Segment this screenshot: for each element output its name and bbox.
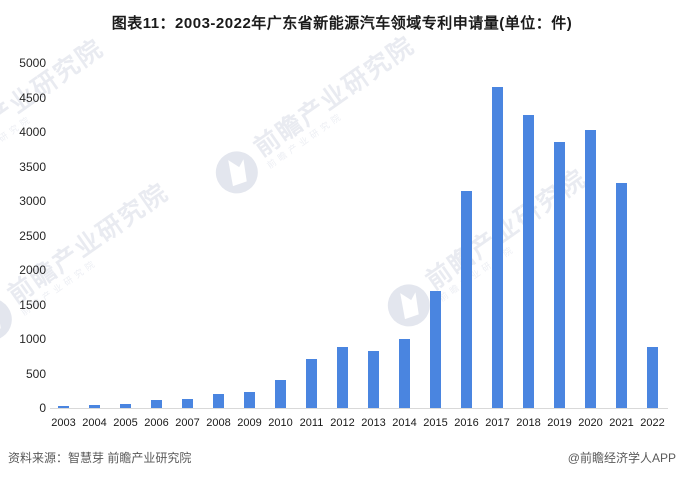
- x-tick-label-2017: 2017: [485, 417, 510, 429]
- x-tick-label-2021: 2021: [609, 417, 634, 429]
- bar-2009: [244, 392, 255, 408]
- x-tick-label-2003: 2003: [51, 417, 76, 429]
- x-tick-label-2015: 2015: [423, 417, 448, 429]
- y-tick-label-3500: 3500: [19, 159, 46, 174]
- x-tick-label-2009: 2009: [237, 417, 262, 429]
- bar-2020: [585, 130, 596, 408]
- x-tick-label-2007: 2007: [175, 417, 200, 429]
- bar-2010: [275, 380, 286, 408]
- x-tick-label-2008: 2008: [206, 417, 231, 429]
- x-tick-label-2016: 2016: [454, 417, 479, 429]
- y-tick-label-3000: 3000: [19, 194, 46, 208]
- chart-footer: 资料来源：智慧芽 前瞻产业研究院 @前瞻经济学人APP: [0, 449, 684, 469]
- y-tick-label-4000: 4000: [19, 125, 46, 139]
- y-tick-label-500: 500: [25, 366, 46, 381]
- x-tick-label-2019: 2019: [547, 417, 572, 429]
- bar-2018: [523, 115, 534, 408]
- x-tick-label-2006: 2006: [144, 417, 169, 429]
- bar-2022: [647, 347, 658, 408]
- bar-2006: [151, 400, 162, 408]
- bar-2019: [554, 142, 565, 408]
- x-tick-label-2012: 2012: [330, 417, 355, 429]
- bar-2007: [182, 399, 193, 408]
- bar-2021: [616, 183, 627, 408]
- x-tick-label-2013: 2013: [361, 417, 386, 429]
- x-axis-line: [50, 408, 668, 409]
- x-tick-label-2010: 2010: [268, 417, 293, 429]
- x-tick-label-2020: 2020: [578, 417, 603, 429]
- chart-title: 图表11：2003-2022年广东省新能源汽车领域专利申请量(单位：件): [111, 15, 573, 32]
- x-tick-label-2011: 2011: [299, 417, 324, 429]
- y-tick-label-2000: 2000: [19, 263, 46, 277]
- x-tick-label-2004: 2004: [82, 417, 107, 429]
- bar-2017: [492, 87, 503, 408]
- x-tick-label-2014: 2014: [392, 417, 417, 429]
- bar-2016: [461, 191, 472, 408]
- y-tick-label-5000: 5000: [19, 56, 46, 70]
- y-tick-label-2500: 2500: [19, 228, 46, 243]
- source-text: 资料来源：智慧芽 前瞻产业研究院: [8, 451, 192, 465]
- bar-2005: [120, 404, 131, 408]
- bar-2015: [430, 291, 441, 408]
- y-tick-label-1500: 1500: [19, 297, 46, 312]
- bar-2011: [306, 359, 317, 408]
- bar-2008: [213, 394, 224, 408]
- bar-2013: [368, 351, 379, 408]
- y-tick-label-4500: 4500: [19, 90, 46, 105]
- y-tick-label-0: 0: [39, 401, 46, 415]
- bar-2004: [89, 405, 100, 408]
- credit-text: @前瞻经济学人APP: [567, 451, 676, 465]
- y-tick-label-1000: 1000: [19, 332, 46, 346]
- bar-2012: [337, 347, 348, 408]
- x-tick-label-2022: 2022: [640, 417, 665, 429]
- x-tick-label-2005: 2005: [113, 417, 138, 429]
- bar-2014: [399, 339, 410, 408]
- bar-2003: [58, 406, 69, 408]
- x-tick-label-2018: 2018: [516, 417, 541, 429]
